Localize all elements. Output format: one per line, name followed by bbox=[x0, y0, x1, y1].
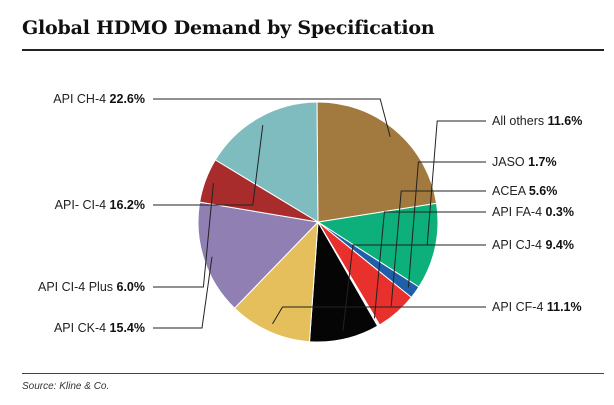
slice-label-name: All others bbox=[492, 114, 548, 128]
slice-label-api-ch-4: API CH-4 22.6% bbox=[53, 92, 145, 106]
source-note: Source: Kline & Co. bbox=[22, 381, 110, 392]
slice-label-percent: 15.4% bbox=[110, 321, 145, 335]
slice-label-name: API CH-4 bbox=[53, 92, 109, 106]
slice-label-percent: 0.3% bbox=[546, 205, 575, 219]
slice-label-percent: 5.6% bbox=[529, 184, 558, 198]
leader-line-jaso bbox=[407, 161, 486, 288]
slice-label-name: ACEA bbox=[492, 184, 529, 198]
slice-label-percent: 9.4% bbox=[546, 238, 575, 252]
slice-label-api-ci-4-plus: API CI-4 Plus 6.0% bbox=[38, 280, 145, 294]
slice-label-name: JASO bbox=[492, 155, 528, 169]
slice-label-jaso: JASO 1.7% bbox=[492, 155, 557, 169]
pie-slice-api-ci-4 bbox=[214, 101, 319, 223]
pie-slice-api-ch-4 bbox=[316, 101, 438, 223]
slice-label-percent: 11.1% bbox=[547, 300, 582, 314]
slice-labels: All others 11.6% JASO 1.7% ACEA 5.6% API FA… bbox=[38, 92, 582, 335]
leader-line-api-ck-4 bbox=[153, 256, 213, 329]
slice-label-name: API CJ-4 bbox=[492, 238, 546, 252]
slice-label-percent: 22.6% bbox=[110, 92, 145, 106]
slice-label-name: API CK-4 bbox=[54, 321, 110, 335]
leader-lines bbox=[153, 98, 486, 331]
leader-line-all-others bbox=[426, 120, 486, 246]
chart-title: Global HDMO Demand by Specification bbox=[22, 17, 435, 39]
slice-label-api-ci-4: API- CI-4 16.2% bbox=[55, 198, 145, 212]
leader-line-api-ci-4 bbox=[153, 124, 264, 206]
slice-label-percent: 6.0% bbox=[117, 280, 146, 294]
slice-label-acea: ACEA 5.6% bbox=[492, 184, 557, 198]
leader-line-api-cf-4 bbox=[272, 306, 486, 325]
pie-slice-api-cf-4 bbox=[233, 220, 319, 343]
slice-label-percent: 16.2% bbox=[110, 198, 145, 212]
pie-slice-api-ck-4 bbox=[197, 201, 320, 309]
slice-label-api-fa-4: API FA-4 0.3% bbox=[492, 205, 574, 219]
slice-label-percent: 1.7% bbox=[528, 155, 557, 169]
slice-label-percent: 11.6% bbox=[548, 114, 583, 128]
slice-label-name: API- CI-4 bbox=[55, 198, 110, 212]
leader-line-acea bbox=[390, 190, 486, 307]
pie-slices bbox=[197, 101, 439, 343]
leader-line-api-fa-4 bbox=[373, 211, 486, 319]
footer-rule bbox=[22, 373, 604, 374]
leader-line-api-cj-4 bbox=[342, 244, 486, 331]
slice-label-api-cj-4: API CJ-4 9.4% bbox=[492, 238, 574, 252]
slice-label-api-cf-4: API CF-4 11.1% bbox=[492, 300, 582, 314]
slice-label-name: API FA-4 bbox=[492, 205, 546, 219]
slice-label-all-others: All others 11.6% bbox=[492, 114, 582, 128]
slice-label-name: API CF-4 bbox=[492, 300, 547, 314]
slice-label-api-ck-4: API CK-4 15.4% bbox=[54, 321, 145, 335]
title-rule bbox=[22, 49, 604, 51]
leader-line-api-ci-4-plus bbox=[153, 183, 214, 288]
leader-line-api-ch-4 bbox=[153, 98, 391, 138]
slice-label-name: API CI-4 Plus bbox=[38, 280, 117, 294]
